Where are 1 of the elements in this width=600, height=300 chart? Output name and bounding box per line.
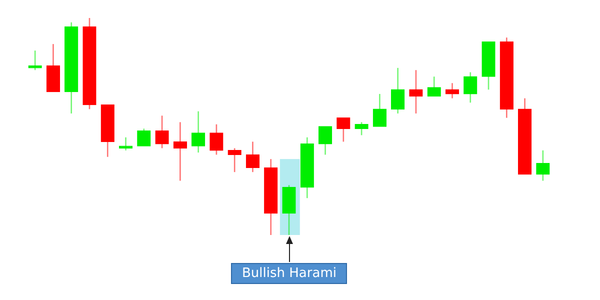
text: Bullish Harami [231,263,348,284]
